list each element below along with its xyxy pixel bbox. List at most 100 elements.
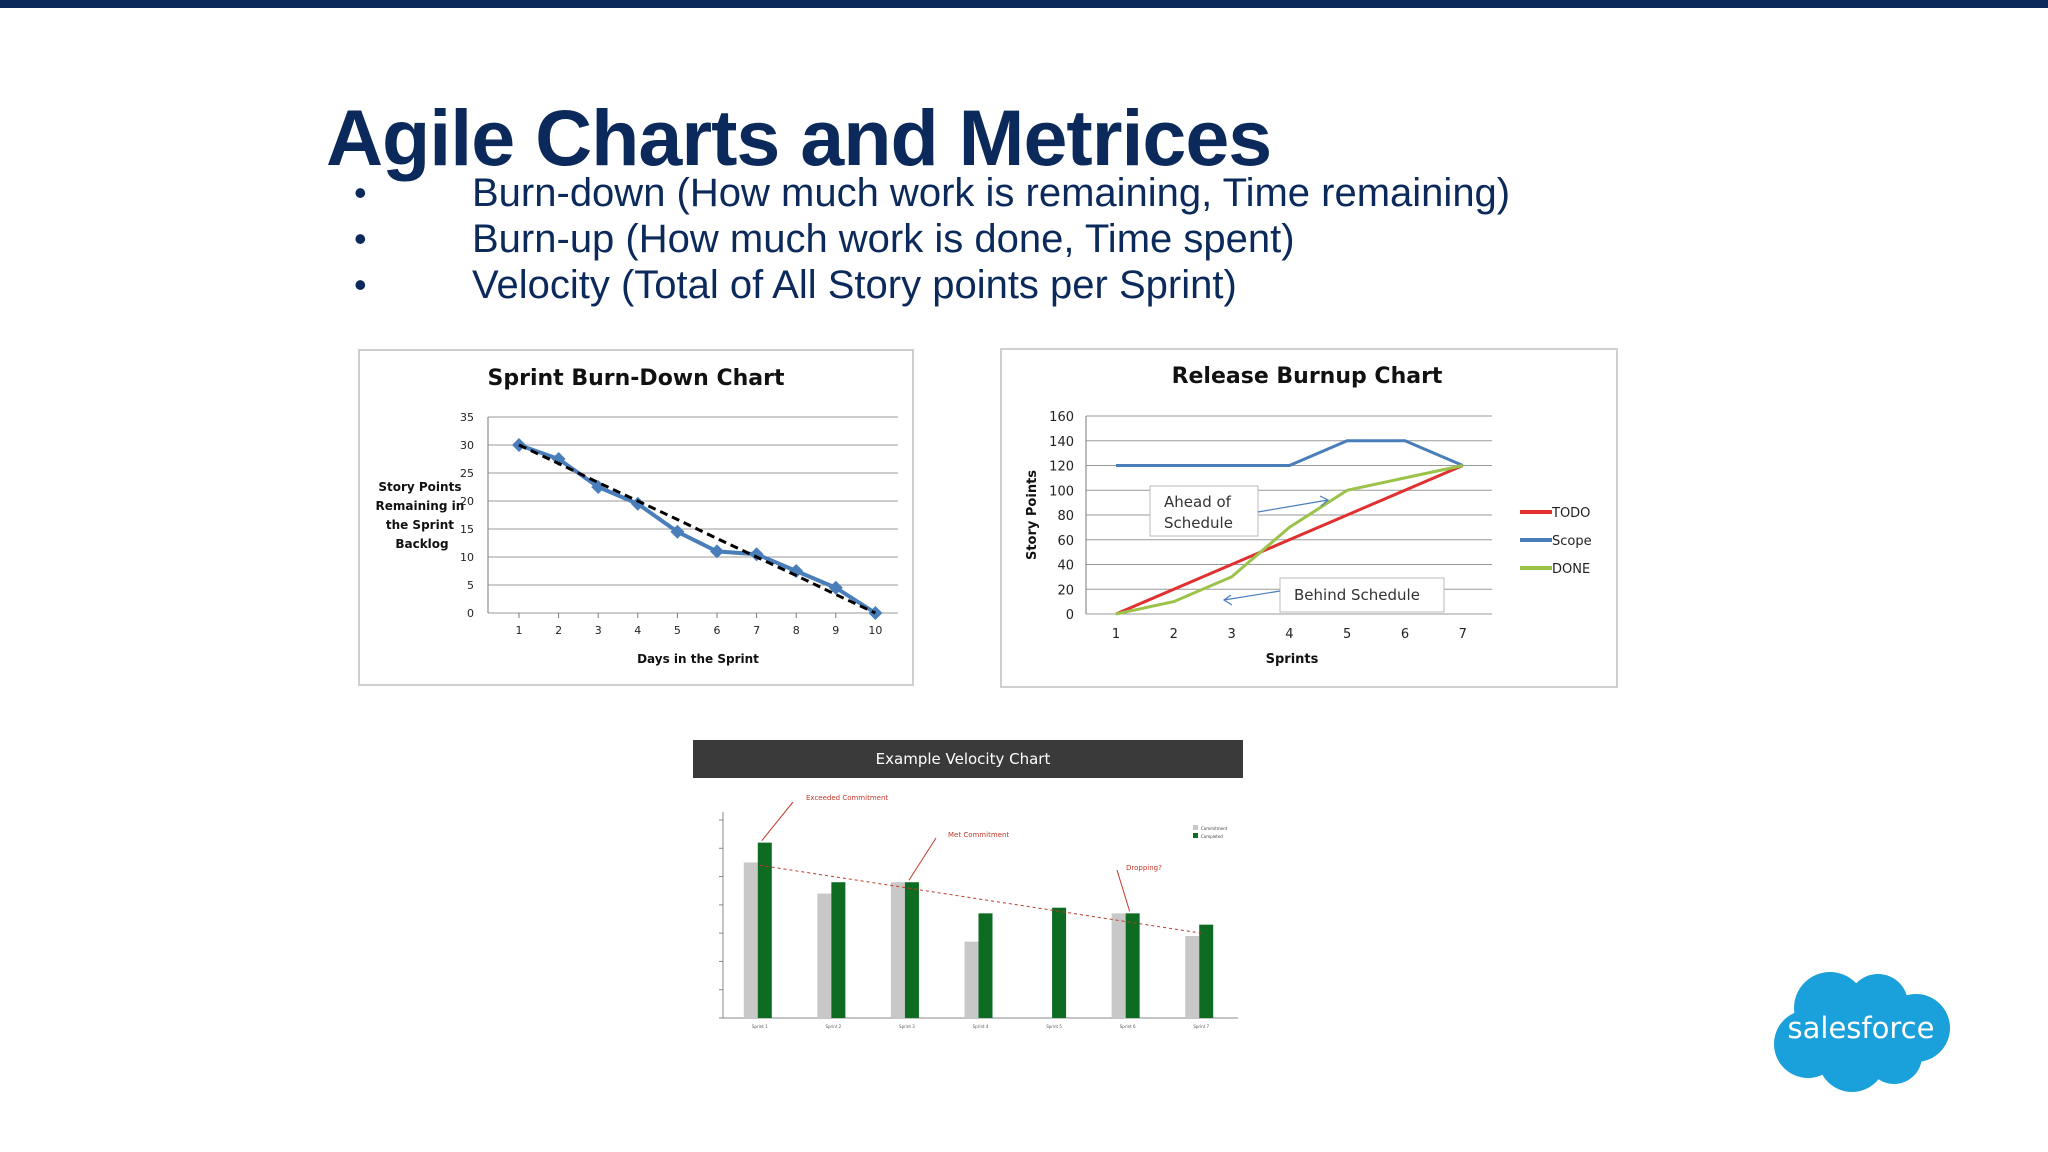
velocity-header xyxy=(693,740,1243,778)
burndown-ytick: 30 xyxy=(460,439,474,452)
bullet-dot: • xyxy=(354,172,367,213)
velocity-legend-label: Completed xyxy=(1201,834,1223,839)
bullet-text: Burn-down (How much work is remaining, T… xyxy=(472,171,1511,215)
burnup-xtick: 1 xyxy=(1112,627,1120,642)
burndown-svg: Sprint Burn-Down Chart Story Points Rema… xyxy=(376,366,898,666)
bullet-list: • Burn-down (How much work is remaining, … xyxy=(350,170,1510,308)
bullet-dot: • xyxy=(354,218,367,259)
velocity-legend-swatch xyxy=(1193,833,1198,838)
salesforce-cloud-icon: salesforce xyxy=(1774,972,1950,1092)
burnup-ytick: 100 xyxy=(1049,484,1074,499)
burnup-ytick: 40 xyxy=(1057,559,1074,574)
velocity-trend-line xyxy=(759,864,1202,934)
bullet-dot: • xyxy=(354,264,367,305)
velocity-legend-label: Commitment xyxy=(1201,826,1228,831)
burndown-xtick: 3 xyxy=(595,624,602,637)
burnup-plot: 0 20 40 60 80 100 120 140 160 1 2 3 4 5 6 7 xyxy=(1049,410,1492,642)
burnup-legend-label: Scope xyxy=(1552,534,1592,549)
velocity-xtick: Sprint 2 xyxy=(825,1024,841,1029)
annotation-behind-arrow xyxy=(1223,590,1281,601)
annotation-ahead-arrow xyxy=(1257,499,1329,513)
burnup-title: Release Burnup Chart xyxy=(1172,364,1443,389)
velocity-annotation-leader xyxy=(1116,869,1131,912)
velocity-xtick: Sprint 4 xyxy=(973,1024,989,1029)
burnup-ylabel: Story Points xyxy=(1025,470,1040,560)
velocity-bar xyxy=(1052,907,1067,1018)
burndown-xlabel: Days in the Sprint xyxy=(637,652,759,666)
burndown-point xyxy=(551,452,566,466)
burndown-xtick: 7 xyxy=(753,624,760,637)
burnup-chart: Release Burnup Chart Story Points Sprint… xyxy=(1000,348,1618,688)
burnup-xtick: 3 xyxy=(1227,627,1235,642)
velocity-plot: Sprint 1 Sprint 2 Sprint 3 Sprint 4 Sprint 5… xyxy=(719,794,1238,1029)
top-accent-bar xyxy=(0,0,2048,8)
bullet-text: Velocity (Total of All Story points per … xyxy=(472,263,1237,307)
bullet-item: • Burn-down (How much work is remaining, … xyxy=(350,170,1510,216)
velocity-bar xyxy=(1199,924,1214,1018)
burnup-series-line xyxy=(1115,464,1464,616)
velocity-bar xyxy=(743,862,758,1018)
burnup-legend-label: TODO xyxy=(1551,506,1590,521)
velocity-annotation: Exceeded Commitment xyxy=(806,794,888,802)
burnup-svg: Release Burnup Chart Story Points Sprint… xyxy=(1025,364,1592,667)
burnup-series-line xyxy=(1116,439,1464,467)
burndown-point xyxy=(630,496,645,511)
burndown-ytick: 0 xyxy=(467,607,474,620)
burndown-xtick: 6 xyxy=(714,624,721,637)
burndown-xtick: 4 xyxy=(634,624,641,637)
annotation-behind: Behind Schedule xyxy=(1294,586,1420,604)
burndown-ytick: 25 xyxy=(460,467,474,480)
burndown-ytick: 35 xyxy=(460,411,474,424)
burndown-ytick: 15 xyxy=(460,523,474,536)
velocity-annotation: Dropping? xyxy=(1126,864,1162,872)
velocity-xtick: Sprint 1 xyxy=(752,1024,768,1029)
burndown-xtick: 10 xyxy=(868,624,882,637)
annotation-ahead-box xyxy=(1149,485,1259,537)
burnup-ytick: 160 xyxy=(1049,410,1074,425)
burndown-ytick: 5 xyxy=(467,579,474,592)
burndown-xtick: 5 xyxy=(674,624,681,637)
velocity-bar xyxy=(964,941,979,1018)
salesforce-logo: salesforce xyxy=(1768,966,1954,1096)
burnup-legend-label: DONE xyxy=(1552,562,1590,577)
velocity-xtick: Sprint 3 xyxy=(899,1024,915,1029)
annotation-ahead: Ahead of Schedule xyxy=(1164,493,1236,532)
burnup-xtick: 7 xyxy=(1459,627,1467,642)
velocity-annotation: Met Commitment xyxy=(948,831,1009,839)
annotation-ahead-arrowhead xyxy=(1319,495,1330,507)
velocity-xtick: Sprint 6 xyxy=(1120,1024,1136,1029)
burndown-chart: Sprint Burn-Down Chart Story Points Rema… xyxy=(358,349,914,686)
burnup-series-line xyxy=(1115,464,1464,616)
velocity-bar xyxy=(904,882,919,1018)
burndown-ytick: 10 xyxy=(460,551,474,564)
velocity-xtick: Sprint 5 xyxy=(1046,1024,1062,1029)
velocity-title: Example Velocity Chart xyxy=(876,750,1051,768)
burndown-xtick: 1 xyxy=(516,624,523,637)
burndown-plot: 0 5 10 15 20 25 30 35 1 2 3 4 5 6 7 8 9 10 xyxy=(460,411,898,637)
velocity-bar xyxy=(978,913,993,1018)
burndown-point xyxy=(710,544,724,559)
burnup-legend: TODO Scope DONE xyxy=(1520,506,1592,577)
burndown-title: Sprint Burn-Down Chart xyxy=(488,366,785,391)
velocity-bar xyxy=(1111,913,1126,1018)
burnup-xtick: 4 xyxy=(1285,627,1293,642)
annotation-behind-arrowhead xyxy=(1222,594,1233,606)
burndown-ytick: 20 xyxy=(460,495,474,508)
burnup-ytick: 80 xyxy=(1057,509,1074,524)
burnup-xtick: 2 xyxy=(1170,627,1178,642)
velocity-bar xyxy=(1125,913,1140,1018)
burnup-ytick: 140 xyxy=(1049,435,1074,450)
burnup-xlabel: Sprints xyxy=(1266,652,1319,667)
burnup-xtick: 5 xyxy=(1343,627,1351,642)
velocity-legend-swatch xyxy=(1193,825,1198,830)
burnup-ytick: 60 xyxy=(1057,534,1074,549)
burndown-xtick: 8 xyxy=(793,624,800,637)
velocity-xtick: Sprint 7 xyxy=(1193,1024,1209,1029)
velocity-bar xyxy=(890,882,905,1018)
burndown-ylabel: Story Points Remaining in the Sprint Bac… xyxy=(376,480,469,551)
burndown-ideal-line xyxy=(518,443,877,615)
bullet-text: Burn-up (How much work is done, Time spe… xyxy=(472,217,1295,261)
velocity-annotation-leader xyxy=(761,801,794,841)
